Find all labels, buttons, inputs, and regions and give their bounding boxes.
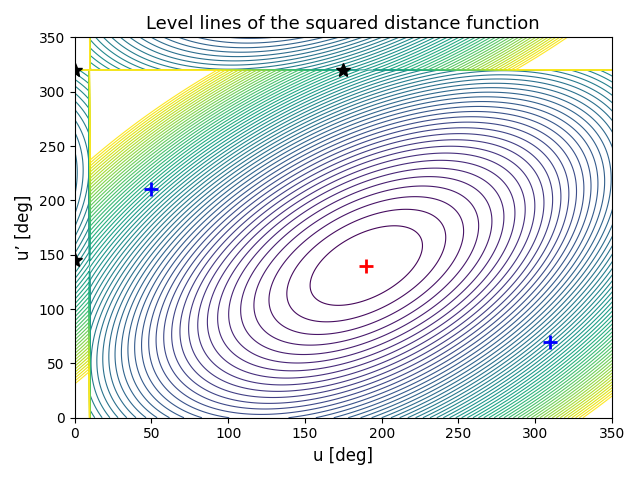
Title: Level lines of the squared distance function: Level lines of the squared distance func… (147, 15, 540, 33)
Y-axis label: u’ [deg]: u’ [deg] (15, 195, 33, 260)
X-axis label: u [deg]: u [deg] (313, 447, 373, 465)
